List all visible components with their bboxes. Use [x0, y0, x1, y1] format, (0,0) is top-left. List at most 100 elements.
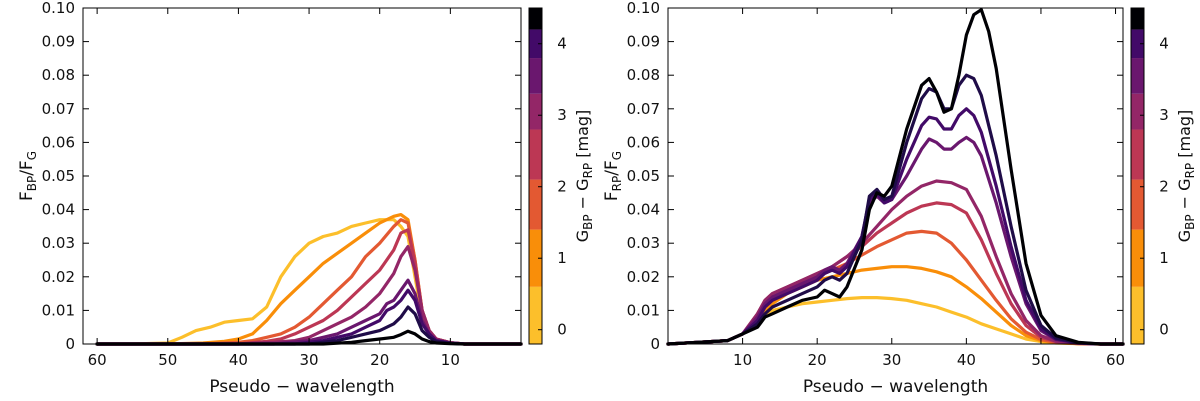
colorbar-tick-label: 0 [1159, 321, 1169, 339]
colorbar-tick-label: 1 [557, 249, 567, 267]
colorbar-band [1131, 29, 1144, 59]
series-line-left-4 [95, 245, 523, 346]
colorbar-band [1131, 179, 1144, 230]
colorbar-tick-label: 1 [1159, 249, 1169, 267]
y-tick-label: 0.02 [627, 268, 660, 286]
y-title-sub2: G [25, 151, 39, 160]
colorbar-band [1131, 93, 1144, 130]
cb-title-sub2: RP [1183, 163, 1197, 179]
series-line-left-2 [95, 218, 523, 346]
y-title-sub1: RP [610, 176, 624, 192]
cb-title-sub1: BP [1183, 214, 1197, 229]
y-title-sub1: BP [25, 176, 39, 191]
x-tick-label: 30 [300, 351, 319, 369]
colorbar-title: GBP − GRP [mag] [1175, 110, 1197, 243]
y-tick-label: 0.03 [627, 234, 660, 252]
colorbar-right: 0 1 2 3 4 GBP − GRP [mag] [1130, 7, 1197, 345]
x-tick-label: 20 [808, 351, 827, 369]
y-tick-label: 0.06 [42, 133, 75, 151]
colorbar-band [529, 8, 542, 30]
colorbar-band [529, 58, 542, 94]
plot-frame-left [82, 7, 522, 345]
series-line-left-3 [95, 228, 523, 346]
colorbar-left: 0 1 2 3 4 GBP − GRP [mag] [528, 7, 595, 345]
y-tick-label: 0 [65, 335, 75, 353]
y-tick-label: 0.08 [627, 66, 660, 84]
y-tick-label: 0.07 [42, 100, 75, 118]
y-tick-label: 0.01 [627, 301, 660, 319]
y-title-slash: /F [602, 160, 622, 176]
y-title-sub2: G [610, 151, 624, 160]
cb-title-mid: − G [573, 178, 592, 214]
colorbar-band [529, 93, 542, 130]
series-line-right-2 [666, 229, 1125, 346]
colorbar-band [529, 229, 542, 287]
colorbar-band [1131, 229, 1144, 287]
y-tick-label: 0.04 [42, 201, 75, 219]
colorbar-band [1131, 58, 1144, 94]
y-tick-label: 0.09 [627, 33, 660, 51]
y-tick-label: 0.04 [627, 201, 660, 219]
series-line-right-3 [666, 201, 1125, 346]
x-axis-title: Pseudo − wavelength [803, 377, 988, 397]
y-tick-label: 0.10 [627, 0, 660, 17]
y-title-main: F [602, 191, 622, 201]
colorbar-frame [1130, 7, 1145, 345]
series-line-left-1 [95, 213, 523, 346]
x-tick-label: 50 [1031, 351, 1050, 369]
left-panel: 0 0.01 0.02 0.03 0.04 0.05 0.06 0.07 0.08 0.09 0.1… [17, 0, 595, 397]
colorbar-band [1131, 8, 1144, 30]
cb-title-sub1: BP [581, 214, 595, 229]
y-tick-label: 0.08 [42, 66, 75, 84]
y-tick-label: 0.06 [627, 133, 660, 151]
y-tick-label: 0.03 [42, 234, 75, 252]
cb-title-main: G [573, 230, 592, 242]
colorbar-band [1131, 286, 1144, 344]
x-axis-title: Pseudo − wavelength [209, 377, 394, 397]
cb-title-sub2: RP [581, 163, 595, 179]
x-tick-label: 30 [882, 351, 901, 369]
y-tick-label: 0.02 [42, 268, 75, 286]
x-tick-label: 60 [88, 351, 107, 369]
series-line-right-4 [666, 179, 1125, 346]
x-tick-label: 50 [158, 351, 177, 369]
cb-title-unit: [mag] [573, 110, 592, 163]
x-tick-label: 40 [229, 351, 248, 369]
colorbar-tick-label: 2 [557, 178, 567, 196]
colorbar-tick-label: 4 [557, 35, 567, 53]
colorbar-tick-label: 3 [1159, 106, 1169, 124]
x-tick-label: 60 [1106, 351, 1125, 369]
colorbar-tick-label: 2 [1159, 178, 1169, 196]
y-axis-title: FBP/FG [17, 151, 39, 201]
y-title-main: F [17, 191, 37, 201]
series-line-left-0 [95, 218, 523, 346]
y-axis-title: FRP/FG [602, 151, 624, 201]
colorbar-band [529, 29, 542, 59]
colorbar-title: GBP − GRP [mag] [573, 110, 595, 243]
colorbar-frame [528, 7, 543, 345]
x-tick-label: 10 [441, 351, 460, 369]
series-line-left-5 [95, 278, 523, 346]
series-line-right-7 [666, 73, 1125, 346]
y-tick-label: 0 [650, 335, 660, 353]
y-tick-label: 0.01 [42, 301, 75, 319]
y-tick-label: 0.10 [42, 0, 75, 17]
cb-title-mid: − G [1175, 178, 1194, 214]
x-tick-label: 10 [733, 351, 752, 369]
colorbar-tick-label: 4 [1159, 35, 1169, 53]
colorbar-band [1131, 129, 1144, 180]
colorbar-band [529, 129, 542, 180]
series-line-right-6 [666, 107, 1125, 346]
series-line-right-8 [666, 8, 1125, 346]
right-panel: 0 0.01 0.02 0.03 0.04 0.05 0.06 0.07 0.08 0.09 0.1… [602, 0, 1197, 397]
y-tick-label: 0.09 [42, 33, 75, 51]
y-title-slash: /F [17, 160, 37, 176]
cb-title-unit: [mag] [1175, 110, 1194, 163]
colorbar-tick-label: 3 [557, 106, 567, 124]
colorbar-tick-label: 0 [557, 321, 567, 339]
y-tick-label: 0.07 [627, 100, 660, 118]
y-tick-label: 0.05 [42, 167, 75, 185]
x-tick-label: 20 [370, 351, 389, 369]
cb-title-main: G [1175, 230, 1194, 242]
